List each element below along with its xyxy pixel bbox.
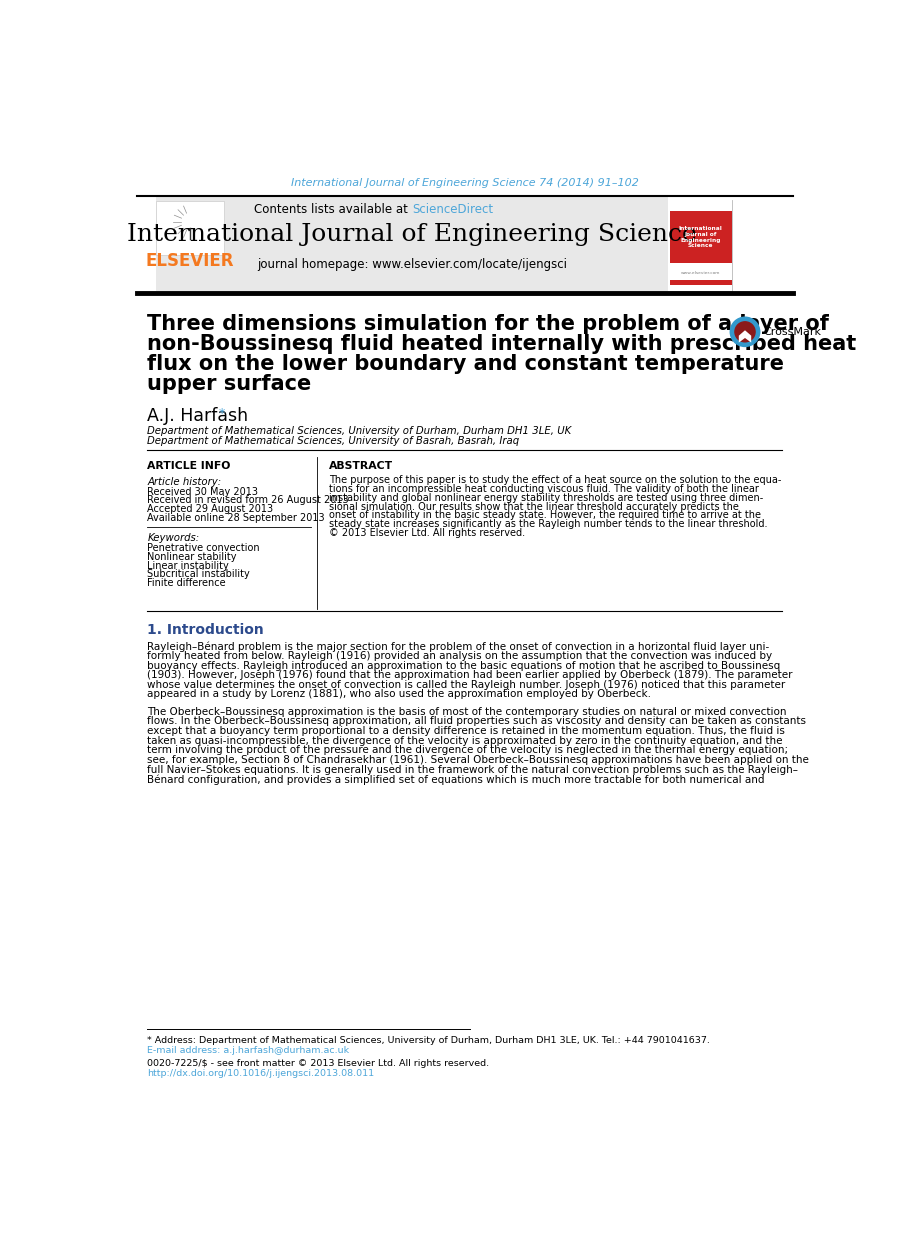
- Text: The Oberbeck–Boussinesq approximation is the basis of most of the contemporary s: The Oberbeck–Boussinesq approximation is…: [148, 707, 787, 717]
- Circle shape: [730, 317, 760, 347]
- Text: ARTICLE INFO: ARTICLE INFO: [148, 462, 231, 472]
- Text: upper surface: upper surface: [148, 374, 312, 394]
- Bar: [670, 210, 732, 264]
- Text: International Journal of Engineering Science: International Journal of Engineering Sci…: [127, 223, 697, 246]
- Text: Department of Mathematical Sciences, University of Durham, Durham DH1 3LE, UK: Department of Mathematical Sciences, Uni…: [148, 426, 571, 436]
- Text: Contents lists available at: Contents lists available at: [254, 203, 412, 215]
- Text: http://dx.doi.org/10.1016/j.ijengsci.2013.08.011: http://dx.doi.org/10.1016/j.ijengsci.201…: [148, 1068, 375, 1078]
- Text: 0020-7225/$ - see front matter © 2013 Elsevier Ltd. All rights reserved.: 0020-7225/$ - see front matter © 2013 El…: [148, 1060, 490, 1068]
- Text: Penetrative convection: Penetrative convection: [148, 542, 260, 553]
- Text: Linear instability: Linear instability: [148, 561, 229, 571]
- Text: Rayleigh–Bénard problem is the major section for the problem of the onset of con: Rayleigh–Bénard problem is the major sec…: [148, 641, 770, 652]
- Text: formly heated from below. Rayleigh (1916) provided an analysis on the assumption: formly heated from below. Rayleigh (1916…: [148, 651, 773, 661]
- Text: ELSEVIER: ELSEVIER: [146, 253, 234, 270]
- Text: flows. In the Oberbeck–Boussinesq approximation, all fluid properties such as vi: flows. In the Oberbeck–Boussinesq approx…: [148, 717, 806, 727]
- Text: 1. Introduction: 1. Introduction: [148, 623, 264, 636]
- Text: A.J. Harfash: A.J. Harfash: [148, 406, 249, 425]
- Bar: [670, 280, 732, 285]
- Text: © 2013 Elsevier Ltd. All rights reserved.: © 2013 Elsevier Ltd. All rights reserved…: [329, 529, 525, 539]
- Text: taken as quasi-incompressible, the divergence of the velocity is approximated by: taken as quasi-incompressible, the diver…: [148, 735, 783, 745]
- Text: Article history:: Article history:: [148, 477, 221, 487]
- Text: Subcritical instability: Subcritical instability: [148, 569, 250, 579]
- Text: non-Boussinesq fluid heated internally with prescribed heat: non-Boussinesq fluid heated internally w…: [148, 334, 857, 354]
- Text: Nonlinear stability: Nonlinear stability: [148, 552, 237, 562]
- Polygon shape: [739, 331, 751, 343]
- Text: International Journal of Engineering Science 74 (2014) 91–102: International Journal of Engineering Sci…: [290, 178, 639, 188]
- Text: Bénard configuration, and provides a simplified set of equations which is much m: Bénard configuration, and provides a sim…: [148, 774, 765, 785]
- Text: (1903). However, Joseph (1976) found that the approximation had been earlier app: (1903). However, Joseph (1976) found tha…: [148, 670, 793, 680]
- Text: Received 30 May 2013: Received 30 May 2013: [148, 487, 258, 496]
- Text: * Address: Department of Mathematical Sciences, University of Durham, Durham DH1: * Address: Department of Mathematical Sc…: [148, 1036, 710, 1045]
- Text: CrossMark: CrossMark: [764, 327, 822, 337]
- Text: steady state increases significantly as the Rayleigh number tends to the linear : steady state increases significantly as …: [329, 519, 767, 530]
- Text: buoyancy effects. Rayleigh introduced an approximation to the basic equations of: buoyancy effects. Rayleigh introduced an…: [148, 661, 781, 671]
- Text: E-mail address: a.j.harfash@durham.ac.uk: E-mail address: a.j.harfash@durham.ac.uk: [148, 1046, 349, 1055]
- Text: tions for an incompressible heat conducting viscous fluid. The validity of both : tions for an incompressible heat conduct…: [329, 484, 758, 494]
- Text: whose value determines the onset of convection is called the Rayleigh number. Jo: whose value determines the onset of conv…: [148, 680, 785, 690]
- Text: full Navier–Stokes equations. It is generally used in the framework of the natur: full Navier–Stokes equations. It is gene…: [148, 765, 798, 775]
- Circle shape: [735, 322, 755, 342]
- Bar: [156, 201, 224, 255]
- Text: onset of instability in the basic steady state. However, the required time to ar: onset of instability in the basic steady…: [329, 510, 761, 520]
- Text: flux on the lower boundary and constant temperature: flux on the lower boundary and constant …: [148, 354, 785, 374]
- Text: term involving the product of the pressure and the divergence of the velocity is: term involving the product of the pressu…: [148, 745, 788, 755]
- Text: Keywords:: Keywords:: [148, 532, 200, 542]
- Bar: [670, 201, 732, 210]
- Text: Received in revised form 26 August 2013: Received in revised form 26 August 2013: [148, 495, 349, 505]
- Text: ScienceDirect: ScienceDirect: [412, 203, 493, 215]
- Text: The purpose of this paper is to study the effect of a heat source on the solutio: The purpose of this paper is to study th…: [329, 475, 781, 485]
- Bar: [670, 264, 732, 291]
- Text: appeared in a study by Lorenz (1881), who also used the approximation employed b: appeared in a study by Lorenz (1881), wh…: [148, 690, 651, 699]
- Text: Finite difference: Finite difference: [148, 578, 226, 588]
- Text: instability and global nonlinear energy stability thresholds are tested using th: instability and global nonlinear energy …: [329, 493, 763, 503]
- Text: see, for example, Section 8 of Chandrasekhar (1961). Several Oberbeck–Boussinesq: see, for example, Section 8 of Chandrase…: [148, 755, 809, 765]
- Text: Accepted 29 August 2013: Accepted 29 August 2013: [148, 504, 274, 514]
- Text: ABSTRACT: ABSTRACT: [329, 462, 393, 472]
- Text: Available online 28 September 2013: Available online 28 September 2013: [148, 514, 325, 524]
- Text: International
Journal of
Engineering
Science: International Journal of Engineering Sci…: [678, 225, 723, 249]
- Bar: [156, 197, 668, 291]
- Text: Department of Mathematical Sciences, University of Basrah, Basrah, Iraq: Department of Mathematical Sciences, Uni…: [148, 436, 520, 446]
- Text: journal homepage: www.elsevier.com/locate/ijengsci: journal homepage: www.elsevier.com/locat…: [257, 258, 567, 271]
- Text: *: *: [219, 407, 225, 420]
- Text: Three dimensions simulation for the problem of a layer of: Three dimensions simulation for the prob…: [148, 314, 829, 334]
- Text: sional simulation. Our results show that the linear threshold accurately predict: sional simulation. Our results show that…: [329, 501, 738, 511]
- Text: except that a buoyancy term proportional to a density difference is retained in : except that a buoyancy term proportional…: [148, 725, 785, 737]
- Bar: [670, 201, 732, 291]
- Text: www.elsevier.com: www.elsevier.com: [681, 271, 720, 275]
